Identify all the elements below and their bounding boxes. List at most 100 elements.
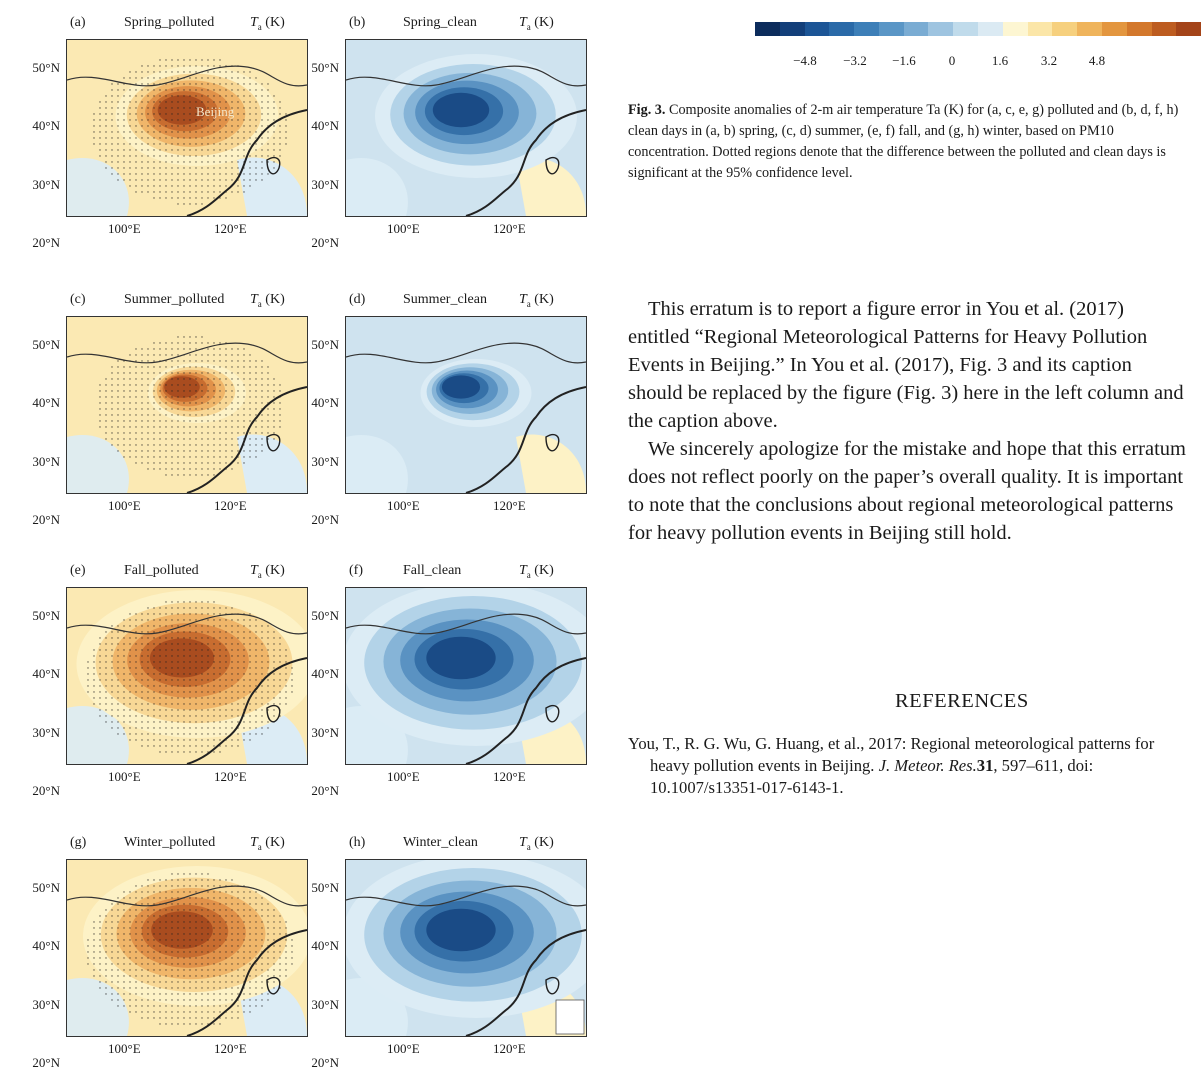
latitude-label: 40°N <box>32 938 60 953</box>
panel-letter: (d) <box>349 292 366 307</box>
island-outline <box>266 156 281 175</box>
references-heading: REFERENCES <box>895 690 1029 712</box>
colorbar-swatch <box>1077 22 1102 36</box>
colorbar-swatch <box>829 22 855 36</box>
longitude-label: 120°E <box>493 769 526 784</box>
latitude-label: 20°N <box>311 235 339 250</box>
latitude-label: 40°N <box>32 395 60 410</box>
panel-variable: Ta (K) <box>250 15 285 32</box>
island-outline <box>545 156 560 175</box>
anomaly-contour <box>432 92 490 128</box>
longitude-label: 120°E <box>214 498 247 513</box>
map-panel <box>66 39 308 217</box>
significance-stipple <box>87 873 293 1025</box>
latitude-label: 50°N <box>32 337 60 352</box>
map-patch <box>346 158 408 216</box>
longitude-label: 100°E <box>108 769 141 784</box>
body-paragraph-2: We sincerely apologize for the mistake a… <box>628 438 1186 544</box>
panel-variable: Ta (K) <box>519 835 554 852</box>
island-outline <box>266 976 281 995</box>
colorbar-swatch <box>854 22 879 36</box>
map-patch <box>67 158 129 216</box>
coastline <box>186 657 307 764</box>
colorbar-swatch <box>1101 22 1127 36</box>
panel-letter: (e) <box>70 563 86 578</box>
longitude-label: 100°E <box>387 498 420 513</box>
panel-letter: (c) <box>70 292 86 307</box>
map-panel <box>66 859 308 1037</box>
panel-letter: (g) <box>70 835 87 850</box>
colorbar-swatch <box>953 22 979 36</box>
coastline <box>465 386 586 493</box>
significance-stipple <box>87 601 293 753</box>
longitude-label: 120°E <box>493 221 526 236</box>
longitude-label: 100°E <box>387 1041 420 1056</box>
anomaly-contour <box>426 636 496 680</box>
anomaly-contour <box>151 911 213 949</box>
panel-variable: Ta (K) <box>519 15 554 32</box>
panel-title: Spring_clean <box>403 15 477 30</box>
colorbar-tick-label: −4.8 <box>793 53 817 68</box>
longitude-label: 100°E <box>108 498 141 513</box>
panel-letter: (f) <box>349 563 363 578</box>
coastline <box>186 109 307 216</box>
coastline <box>465 657 586 764</box>
longitude-label: 100°E <box>108 1041 141 1056</box>
latitude-label: 20°N <box>311 512 339 527</box>
latitude-label: 50°N <box>32 60 60 75</box>
panel-letter: (a) <box>70 15 86 30</box>
map-panel <box>66 587 308 765</box>
colorbar-tick-label: 0 <box>948 53 956 68</box>
body-paragraph-1: This erratum is to report a figure error… <box>628 298 1184 432</box>
coastline <box>465 109 586 216</box>
latitude-label: 30°N <box>311 725 339 740</box>
colorbar-swatch <box>1027 22 1053 36</box>
island-outline <box>266 704 281 723</box>
longitude-label: 120°E <box>493 498 526 513</box>
latitude-label: 30°N <box>311 454 339 469</box>
latitude-label: 20°N <box>32 783 60 798</box>
latitude-label: 40°N <box>311 118 339 133</box>
colorbar-swatch <box>1151 22 1177 36</box>
border-line <box>346 613 586 635</box>
panel-title: Fall_clean <box>403 563 462 578</box>
island-outline <box>266 433 281 452</box>
latitude-label: 30°N <box>311 997 339 1012</box>
panel-variable: Ta (K) <box>250 292 285 309</box>
latitude-label: 40°N <box>32 118 60 133</box>
colorbar-tick-label: 3.2 <box>1040 53 1058 68</box>
reference-journal: J. Meteor. Res. <box>878 756 977 775</box>
coastline <box>186 929 307 1036</box>
caption-text: Composite anomalies of 2-m air temperatu… <box>628 102 1179 181</box>
colorbar-swatch <box>779 22 805 36</box>
panel-title: Winter_clean <box>403 835 478 850</box>
colorbar-swatch <box>1002 22 1028 36</box>
latitude-label: 20°N <box>311 1055 339 1070</box>
border-line <box>67 65 307 87</box>
caption-label: Fig. 3. <box>628 102 666 118</box>
map-panel <box>345 587 587 765</box>
latitude-label: 40°N <box>311 395 339 410</box>
colorbar-swatch <box>804 22 830 36</box>
colorbar-tick-label: −1.6 <box>892 53 916 68</box>
panel-title: Spring_polluted <box>124 15 215 30</box>
island-outline <box>545 976 560 995</box>
anomaly-contour <box>441 375 481 399</box>
panel-variable: Ta (K) <box>250 563 285 580</box>
panel-title: Summer_polluted <box>124 292 225 307</box>
longitude-label: 120°E <box>493 1041 526 1056</box>
latitude-label: 50°N <box>32 608 60 623</box>
colorbar-tick-label: 1.6 <box>991 53 1009 68</box>
longitude-label: 100°E <box>108 221 141 236</box>
colorbar-swatch <box>878 22 904 36</box>
map-panel <box>66 316 308 494</box>
panel-letter: (h) <box>349 835 366 850</box>
map-patch <box>67 435 129 493</box>
border-line <box>67 613 307 635</box>
latitude-label: 20°N <box>311 783 339 798</box>
map-patch <box>237 434 307 493</box>
colorbar-tick-label: −3.2 <box>843 53 867 68</box>
latitude-label: 40°N <box>32 666 60 681</box>
figure-caption: Fig. 3. Composite anomalies of 2-m air t… <box>628 100 1188 184</box>
latitude-label: 50°N <box>311 608 339 623</box>
